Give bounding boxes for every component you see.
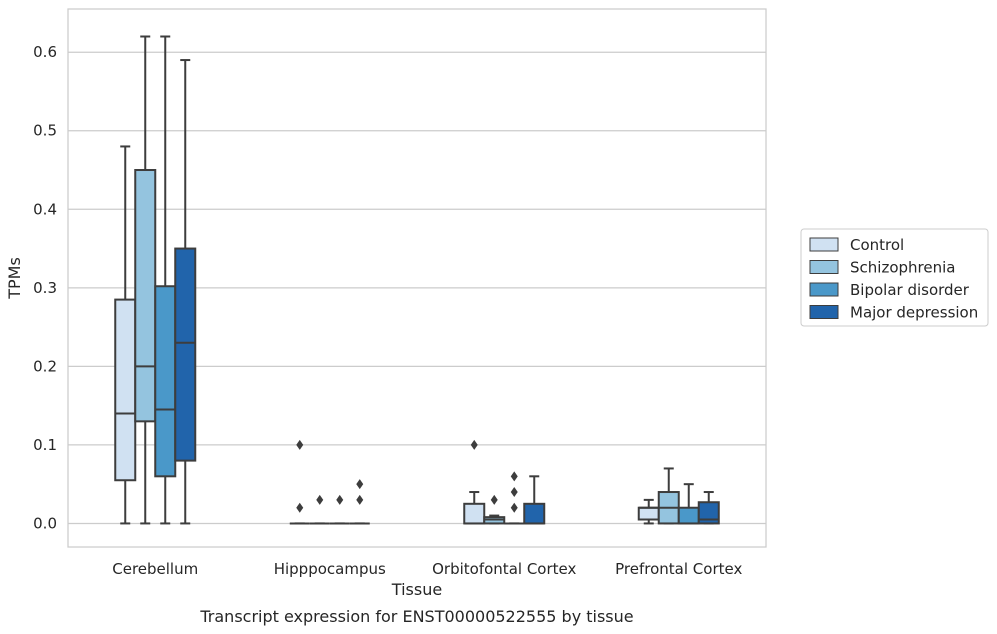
legend-label: Schizophrenia bbox=[850, 259, 955, 277]
outlier-point bbox=[510, 502, 518, 513]
box-group bbox=[114, 145, 137, 525]
box bbox=[154, 285, 177, 478]
y-tick-label: 0.6 bbox=[33, 43, 57, 61]
legend-swatch bbox=[809, 237, 839, 252]
box-group bbox=[523, 475, 546, 525]
x-tick-label: Prefrontal Cortex bbox=[615, 560, 742, 578]
box-group bbox=[174, 59, 197, 525]
outlier-point bbox=[490, 494, 498, 505]
outlier-point bbox=[510, 487, 518, 498]
legend: Control Schizophrenia Bipolar disorder Majo… bbox=[800, 228, 989, 327]
y-tick-label: 0.1 bbox=[33, 436, 57, 454]
legend-swatch bbox=[809, 260, 839, 274]
box-group bbox=[697, 491, 720, 525]
box-group bbox=[154, 35, 177, 525]
x-tick-label: Orbitofontal Cortex bbox=[432, 560, 576, 578]
y-tick-label: 0.4 bbox=[33, 200, 57, 218]
box-group bbox=[463, 439, 486, 525]
outlier-point bbox=[316, 494, 324, 505]
box-group bbox=[289, 439, 310, 525]
legend-label: Bipolar disorder bbox=[850, 281, 970, 299]
legend-swatch bbox=[809, 282, 839, 297]
box-group bbox=[483, 494, 506, 525]
outlier-point bbox=[296, 439, 304, 450]
x-tick-label: Cerebellum bbox=[112, 560, 198, 578]
y-tick-label: 0.0 bbox=[33, 514, 57, 532]
y-tick-label: 0.2 bbox=[33, 357, 57, 375]
box-group bbox=[504, 471, 525, 525]
x-tick-label: Hipppocampus bbox=[274, 560, 386, 578]
box bbox=[463, 502, 486, 525]
outlier-point bbox=[356, 479, 364, 490]
box-group bbox=[309, 494, 330, 525]
outlier-point bbox=[470, 439, 478, 450]
outlier-point bbox=[336, 494, 344, 505]
legend-swatch bbox=[809, 305, 839, 319]
boxes-layer bbox=[114, 35, 720, 525]
legend-label: Major depression bbox=[850, 304, 978, 322]
box bbox=[523, 502, 546, 525]
box bbox=[697, 501, 720, 525]
legend-label: Control bbox=[850, 236, 904, 254]
outlier-point bbox=[356, 494, 364, 505]
box bbox=[114, 298, 137, 482]
y-tick-label: 0.3 bbox=[33, 279, 57, 297]
x-tick-labels: Cerebellum Hipppocampus Orbitofontal Corte… bbox=[112, 560, 742, 578]
y-tick-labels: 0.0 0.1 0.2 0.3 0.4 0.5 0.6 bbox=[33, 43, 57, 532]
box-group bbox=[329, 494, 350, 525]
x-axis-label: Tissue bbox=[391, 580, 442, 599]
box bbox=[134, 169, 157, 423]
figure-caption: Transcript expression for ENST0000052255… bbox=[199, 607, 633, 626]
box bbox=[174, 247, 197, 462]
legend-frame bbox=[800, 228, 989, 327]
y-tick-label: 0.5 bbox=[33, 122, 57, 140]
outlier-point bbox=[296, 502, 304, 513]
box bbox=[677, 506, 700, 525]
box-group bbox=[677, 483, 700, 525]
outlier-point bbox=[510, 471, 518, 482]
box-group bbox=[349, 479, 370, 525]
box bbox=[637, 506, 660, 521]
y-axis-label: TPMs bbox=[5, 257, 24, 300]
plot-frame bbox=[67, 8, 767, 548]
